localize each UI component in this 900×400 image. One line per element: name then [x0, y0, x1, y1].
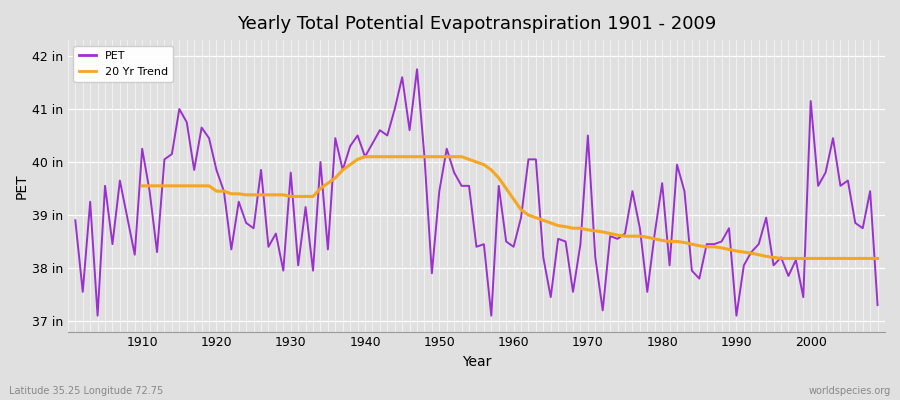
20 Yr Trend [523, 212, 534, 217]
Title: Yearly Total Potential Evapotranspiration 1901 - 2009: Yearly Total Potential Evapotranspiratio… [237, 15, 716, 33]
20 Yr Trend [278, 192, 289, 197]
20 Yr Trend [582, 228, 593, 232]
Y-axis label: PET: PET [15, 173, 29, 199]
20 Yr Trend [850, 256, 860, 261]
20 Yr Trend [828, 256, 839, 261]
PET [92, 313, 103, 318]
Text: worldspecies.org: worldspecies.org [809, 386, 891, 396]
20 Yr Trend [308, 194, 319, 199]
20 Yr Trend [137, 184, 148, 188]
PET [411, 67, 422, 72]
PET [523, 157, 534, 162]
20 Yr Trend [872, 256, 883, 261]
Line: 20 Yr Trend: 20 Yr Trend [142, 157, 878, 258]
Legend: PET, 20 Yr Trend: PET, 20 Yr Trend [74, 46, 173, 82]
20 Yr Trend [360, 154, 371, 159]
20 Yr Trend [776, 256, 787, 261]
PET [137, 146, 148, 151]
Line: PET: PET [76, 69, 878, 316]
PET [301, 205, 311, 210]
X-axis label: Year: Year [462, 355, 491, 369]
PET [345, 144, 356, 148]
PET [872, 303, 883, 308]
PET [516, 215, 526, 220]
Text: Latitude 35.25 Longitude 72.75: Latitude 35.25 Longitude 72.75 [9, 386, 163, 396]
PET [70, 218, 81, 223]
PET [612, 236, 623, 241]
